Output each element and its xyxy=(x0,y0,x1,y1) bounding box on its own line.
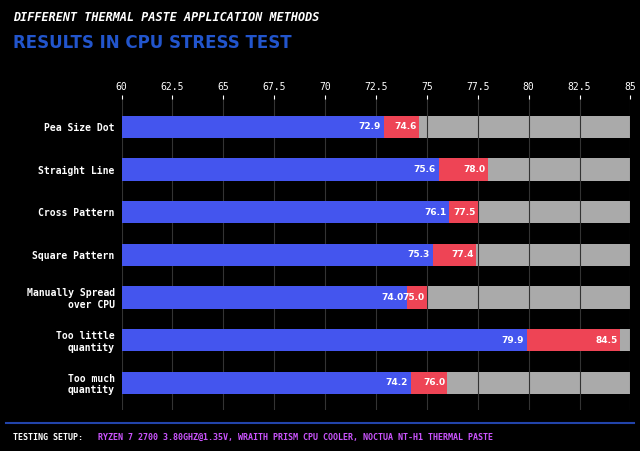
Text: 75.0: 75.0 xyxy=(403,293,425,302)
Text: 76.1: 76.1 xyxy=(424,208,446,216)
Bar xyxy=(122,329,527,351)
Bar xyxy=(411,372,447,394)
Text: 84.5: 84.5 xyxy=(596,336,618,345)
Bar xyxy=(122,329,630,351)
Text: 77.4: 77.4 xyxy=(451,250,474,259)
Bar xyxy=(527,329,620,351)
Text: 78.0: 78.0 xyxy=(464,165,486,174)
Text: 79.9: 79.9 xyxy=(501,336,524,345)
Text: 74.6: 74.6 xyxy=(394,122,417,131)
Text: 75.3: 75.3 xyxy=(408,250,430,259)
Bar xyxy=(384,116,419,138)
Bar xyxy=(122,158,630,181)
Bar xyxy=(122,116,630,138)
Text: 74.2: 74.2 xyxy=(385,378,408,387)
Text: DIFFERENT THERMAL PASTE APPLICATION METHODS: DIFFERENT THERMAL PASTE APPLICATION METH… xyxy=(13,11,319,24)
Text: RYZEN 7 2700 3.80GHZ@1.35V, WRAITH PRISM CPU COOLER, NOCTUA NT-H1 THERMAL PASTE: RYZEN 7 2700 3.80GHZ@1.35V, WRAITH PRISM… xyxy=(93,433,493,442)
Text: 75.6: 75.6 xyxy=(414,165,436,174)
Text: TESTING SETUP:: TESTING SETUP: xyxy=(13,433,83,442)
Text: RESULTS IN CPU STRESS TEST: RESULTS IN CPU STRESS TEST xyxy=(13,34,291,52)
Bar xyxy=(122,286,406,308)
Bar xyxy=(122,201,449,223)
Bar xyxy=(406,286,427,308)
Bar xyxy=(122,372,630,394)
Bar xyxy=(122,116,384,138)
Bar xyxy=(122,372,411,394)
Text: 72.9: 72.9 xyxy=(358,122,381,131)
Text: 74.0: 74.0 xyxy=(381,293,403,302)
Bar xyxy=(122,286,630,308)
Bar xyxy=(122,244,433,266)
Bar xyxy=(122,201,630,223)
Bar xyxy=(449,201,477,223)
Text: 76.0: 76.0 xyxy=(423,378,445,387)
Bar xyxy=(122,158,439,181)
Text: 77.5: 77.5 xyxy=(453,208,476,216)
Bar xyxy=(433,244,476,266)
Bar xyxy=(122,244,630,266)
Bar xyxy=(439,158,488,181)
